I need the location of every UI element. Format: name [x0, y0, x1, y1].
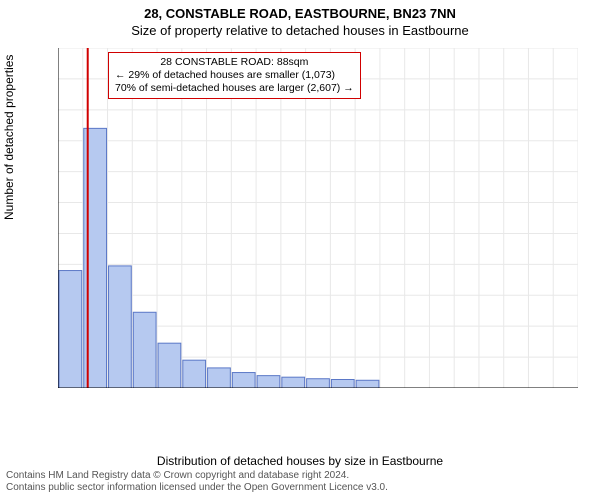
title-line2: Size of property relative to detached ho…	[0, 21, 600, 38]
histogram-bar	[208, 368, 231, 388]
histogram-bar	[232, 373, 255, 388]
footnote-line2: Contains public sector information licen…	[6, 482, 388, 494]
histogram-bar	[183, 360, 206, 388]
y-axis-label: Number of detached properties	[2, 55, 16, 220]
annotation-line3: 70% of semi-detached houses are larger (…	[115, 82, 354, 95]
x-axis-label: Distribution of detached houses by size …	[0, 454, 600, 468]
histogram-bar	[59, 271, 82, 388]
histogram-bar	[109, 266, 132, 388]
histogram-bar	[356, 380, 379, 388]
annotation-line2: ← 29% of detached houses are smaller (1,…	[115, 69, 354, 82]
footnote-line1: Contains HM Land Registry data © Crown c…	[6, 470, 388, 482]
histogram-bar	[307, 379, 330, 388]
histogram-bar	[133, 312, 156, 388]
histogram-bar	[257, 376, 280, 388]
footnote: Contains HM Land Registry data © Crown c…	[6, 470, 388, 494]
histogram-bar	[282, 377, 305, 388]
annotation-line1: 28 CONSTABLE ROAD: 88sqm	[115, 56, 354, 69]
histogram-bar	[331, 380, 354, 389]
histogram-bar	[158, 343, 181, 388]
annotation-box: 28 CONSTABLE ROAD: 88sqm ← 29% of detach…	[108, 52, 361, 99]
title-line1: 28, CONSTABLE ROAD, EASTBOURNE, BN23 7NN	[0, 0, 600, 21]
